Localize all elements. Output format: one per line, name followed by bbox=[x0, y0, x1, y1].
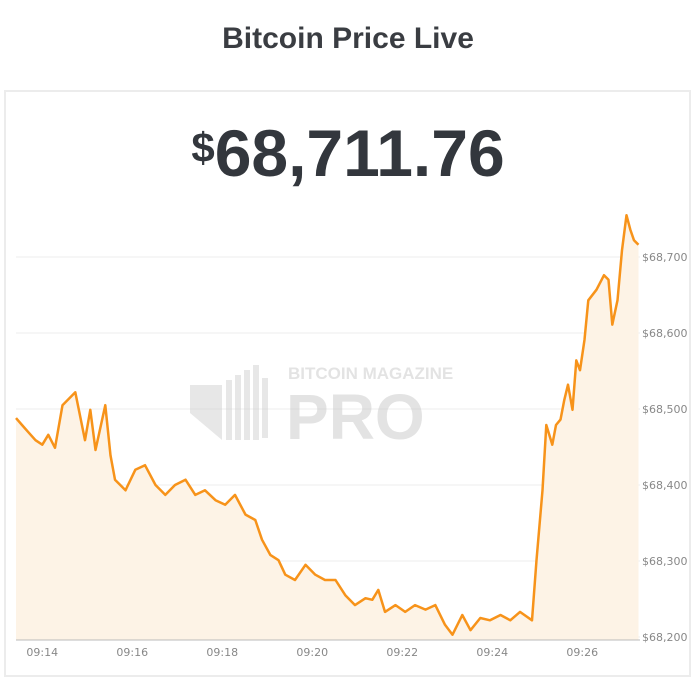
price-area bbox=[16, 215, 639, 640]
x-tick-label: 09:18 bbox=[206, 646, 238, 659]
x-tick-label: 09:14 bbox=[26, 646, 58, 659]
x-tick-label: 09:24 bbox=[476, 646, 508, 659]
price-line bbox=[15, 213, 640, 636]
y-tick-label: $68,200 bbox=[642, 631, 688, 644]
page-title: Bitcoin Price Live bbox=[222, 22, 474, 55]
y-tick-label: $68,300 bbox=[642, 555, 688, 568]
current-price: $68,711.76 bbox=[0, 115, 696, 191]
watermark-logo: BITCOIN MAGAZINE PRO bbox=[190, 364, 453, 453]
y-tick-label: $68,500 bbox=[642, 403, 688, 416]
y-tick-label: $68,700 bbox=[642, 251, 688, 264]
currency-symbol: $ bbox=[191, 124, 215, 171]
watermark-text: BITCOIN MAGAZINE bbox=[288, 364, 453, 383]
x-tick-label: 09:20 bbox=[296, 646, 328, 659]
x-tick-label: 09:26 bbox=[566, 646, 598, 659]
x-tick-label: 09:16 bbox=[116, 646, 148, 659]
x-tick-label: 09:22 bbox=[386, 646, 418, 659]
watermark-bars-icon bbox=[190, 365, 268, 440]
watermark-pro: PRO bbox=[286, 381, 425, 453]
y-tick-label: $68,600 bbox=[642, 327, 688, 340]
y-tick-label: $68,400 bbox=[642, 479, 688, 492]
price-value: 68,711.76 bbox=[214, 116, 505, 190]
